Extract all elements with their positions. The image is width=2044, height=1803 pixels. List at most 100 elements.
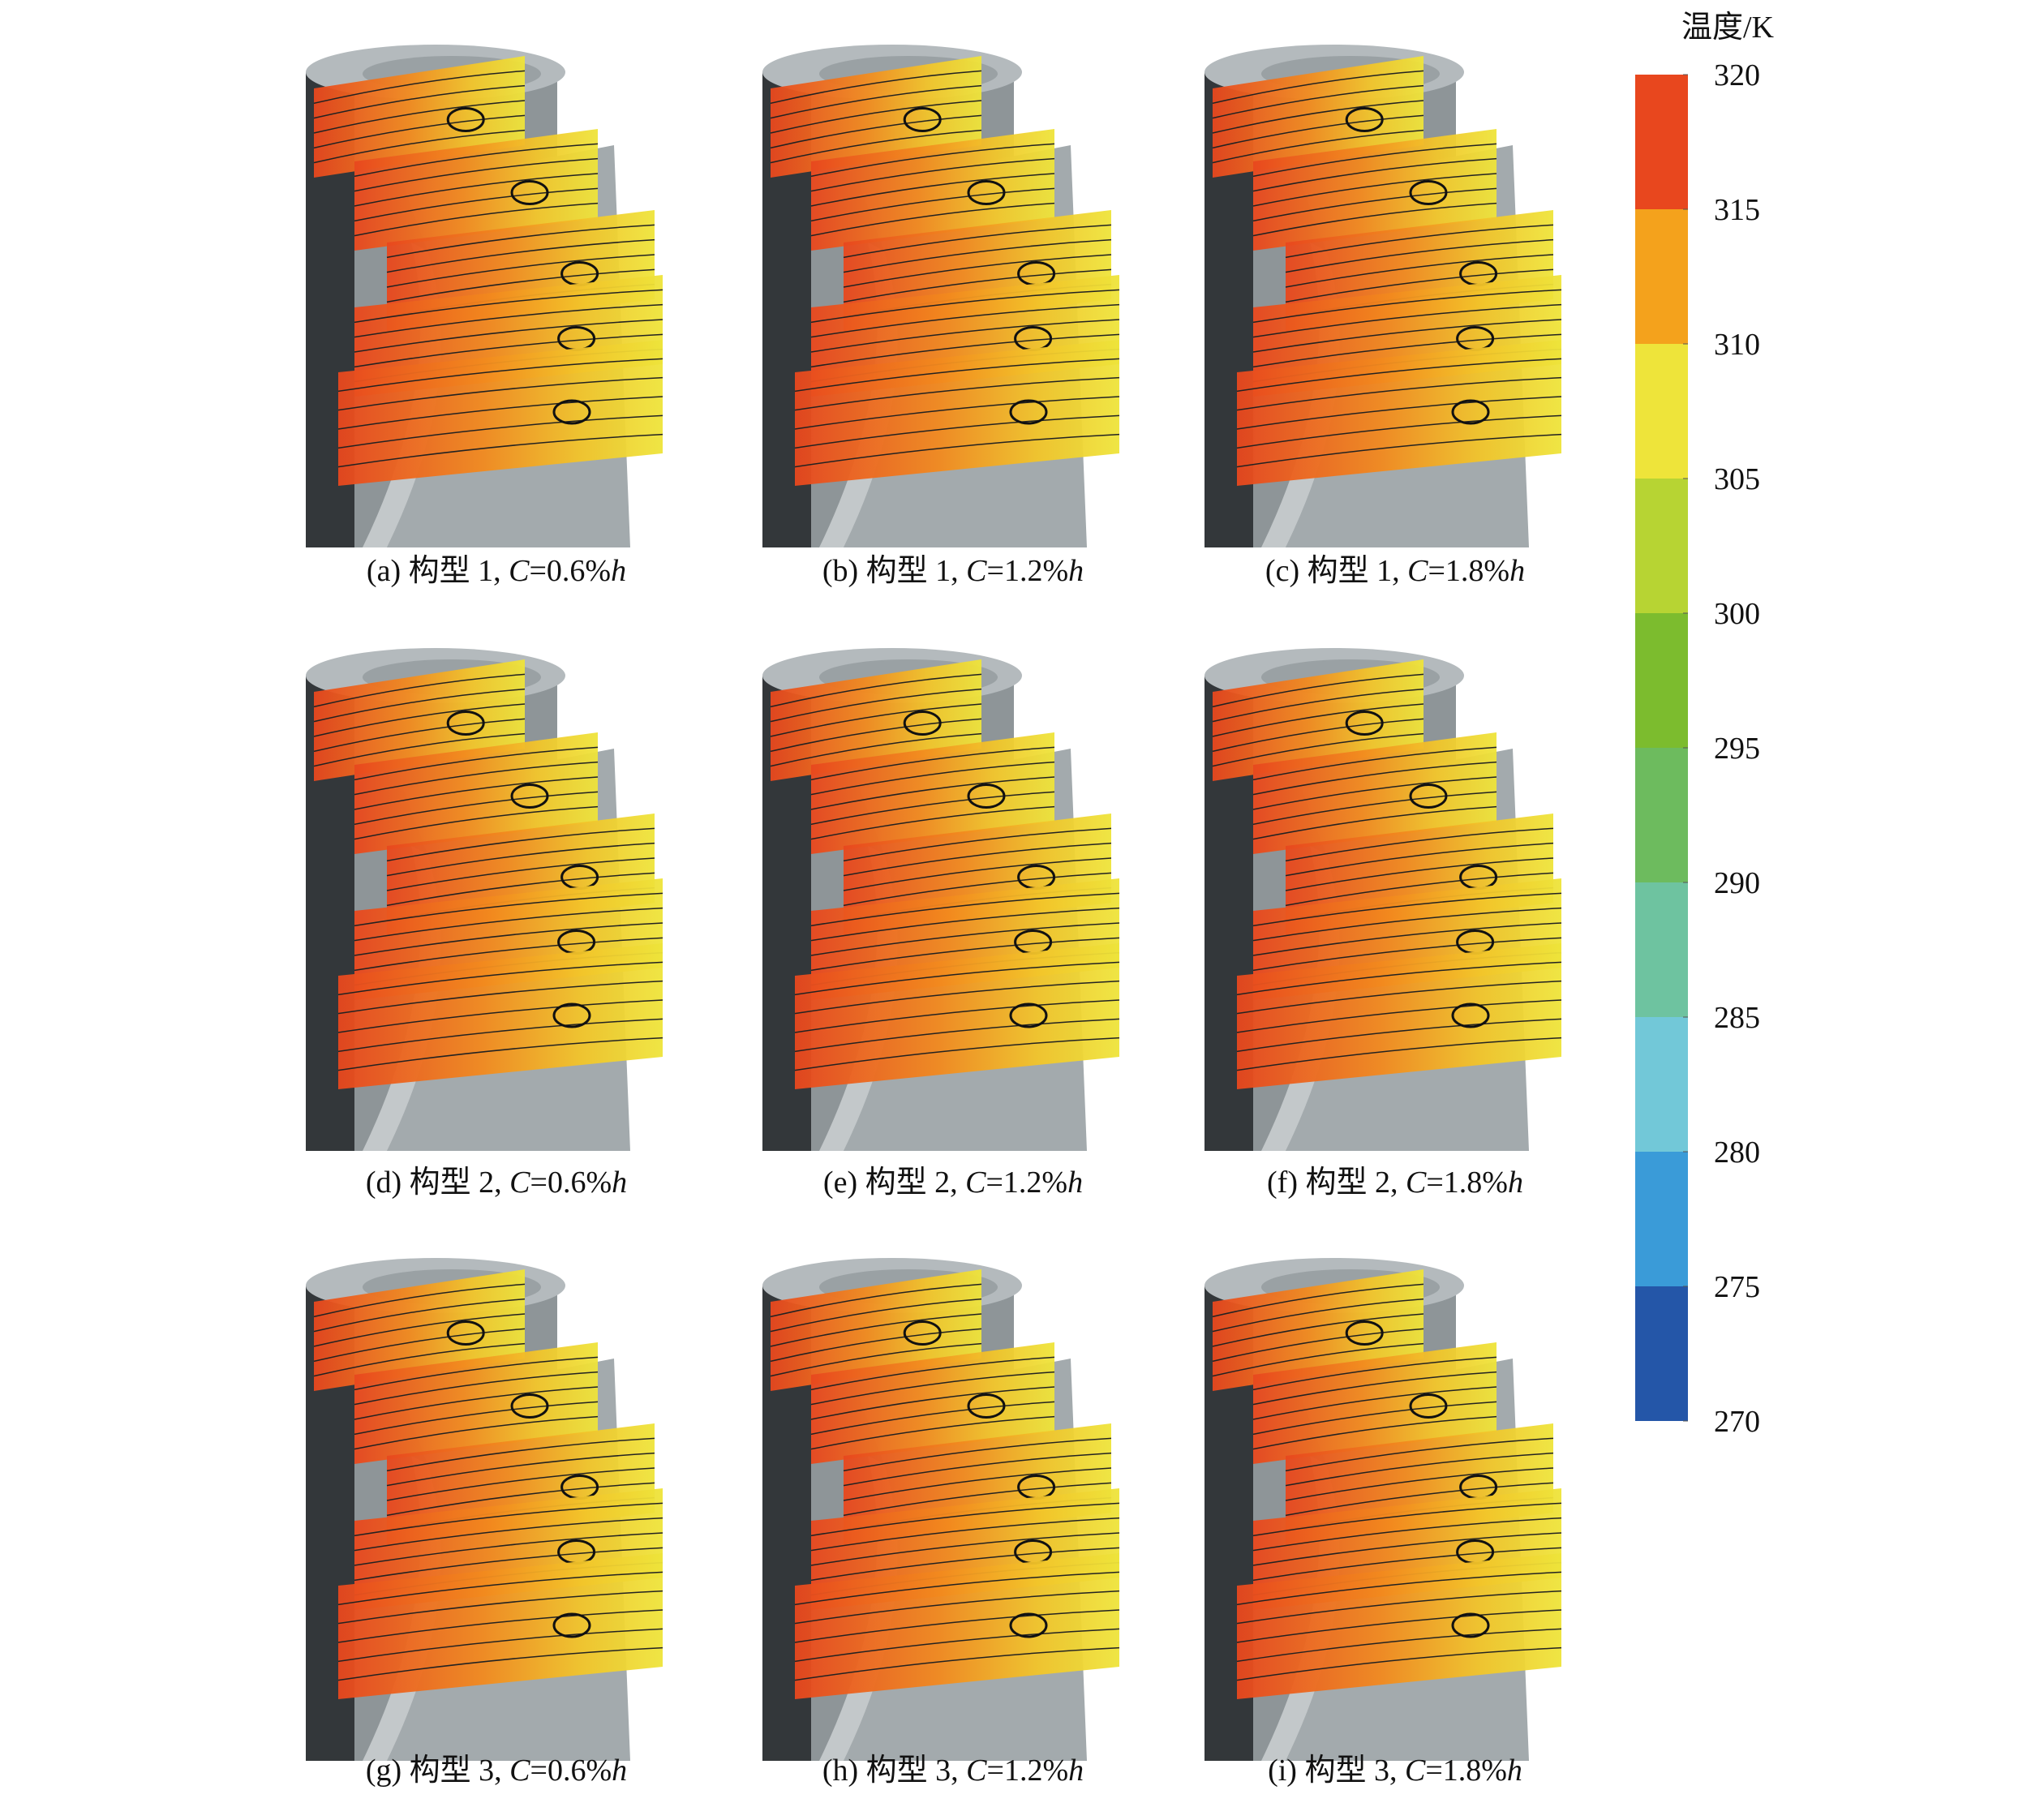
vortex: [903, 107, 942, 132]
colorbar-tick-label: 320: [1714, 58, 1760, 92]
streamline: [337, 376, 663, 411]
streamline: [794, 1590, 1120, 1625]
streamline: [354, 157, 599, 192]
streamline: [313, 732, 526, 767]
streamline: [1236, 1609, 1562, 1643]
streamline: [313, 718, 526, 753]
streamline: [1212, 718, 1424, 753]
streamline: [1252, 1386, 1497, 1420]
vortex: [552, 1002, 591, 1028]
streamline: [1236, 358, 1562, 393]
streamline: [337, 999, 663, 1033]
streamline: [1252, 143, 1497, 178]
streamline: [337, 396, 663, 430]
streamline: [1236, 1037, 1562, 1071]
streamline: [386, 827, 655, 862]
streamline: [354, 1386, 599, 1420]
streamline: [770, 1313, 982, 1347]
streamline: [354, 333, 663, 368]
streamline: [354, 1547, 663, 1582]
streamline: [313, 1328, 526, 1363]
streamline: [337, 1571, 663, 1606]
colorbar-band: [1635, 748, 1688, 882]
streamline: [1252, 805, 1497, 840]
streamline: [1252, 761, 1497, 796]
streamline: [337, 358, 663, 393]
panel-caption: (h) 构型 3, C=1.2%h: [822, 1754, 1084, 1788]
colorbar-tick-label: 310: [1714, 328, 1760, 362]
streamline: [794, 376, 1120, 411]
streamline: [770, 84, 982, 119]
streamline: [313, 84, 526, 119]
streamline: [810, 333, 1120, 368]
streamline: [354, 319, 663, 353]
vortex: [446, 1320, 485, 1346]
streamline: [1252, 319, 1562, 353]
streamline: [1212, 84, 1424, 119]
streamline: [354, 746, 599, 781]
streamline: [354, 892, 663, 927]
streamline-sheet: [811, 1342, 1054, 1464]
streamline: [386, 224, 655, 259]
panel-image: [1204, 45, 1562, 547]
streamline: [770, 100, 982, 134]
caption-part: (g) 构型 3,: [366, 1754, 509, 1788]
streamline: [1252, 187, 1497, 222]
streamline: [386, 1482, 655, 1517]
streamline: [354, 187, 599, 222]
streamline: [1285, 238, 1554, 273]
streamline: [337, 1018, 663, 1053]
streamline-sheet: [338, 1553, 663, 1699]
streamline: [810, 805, 1055, 840]
streamline: [794, 1628, 1120, 1663]
colorbar-band: [1635, 344, 1688, 479]
colorbar-tick-label: 280: [1714, 1135, 1760, 1170]
streamline: [770, 114, 982, 149]
caption-part: h: [1067, 1166, 1083, 1200]
streamline: [770, 1298, 982, 1333]
caption-part: =1.2%: [987, 1754, 1069, 1788]
streamline: [810, 1371, 1055, 1406]
streamline: [313, 114, 526, 149]
panel-caption: (b) 构型 1, C=1.2%h: [822, 554, 1084, 588]
caption-part: (i) 构型 3,: [1268, 1754, 1405, 1788]
streamline-sheet: [1253, 1342, 1496, 1464]
streamline: [794, 1571, 1120, 1606]
streamline: [770, 718, 982, 753]
streamline: [843, 827, 1112, 862]
streamline: [1252, 791, 1497, 826]
panel-image: [1204, 648, 1562, 1151]
streamline: [843, 268, 1112, 303]
streamline: [1212, 688, 1424, 723]
streamline: [354, 922, 663, 956]
vortex: [552, 1612, 591, 1638]
colorbar-tick-label: 285: [1714, 1001, 1760, 1035]
streamline: [770, 1342, 982, 1377]
streamline: [794, 1646, 1120, 1681]
streamline: [810, 1401, 1055, 1436]
streamline: [337, 1590, 663, 1625]
vortex: [446, 710, 485, 736]
vortex: [903, 1320, 942, 1346]
caption-part: =1.2%: [986, 1166, 1067, 1200]
caption-part: (h) 构型 3,: [822, 1754, 966, 1788]
streamline: [337, 433, 663, 468]
vortex: [1009, 399, 1048, 425]
colorbar-tick-label: 290: [1714, 866, 1760, 900]
streamline: [1252, 303, 1562, 338]
streamline: [354, 1415, 599, 1450]
streamline: [1236, 433, 1562, 468]
colorbar-tick-label: 270: [1714, 1405, 1760, 1439]
streamline: [794, 1018, 1120, 1053]
vortex: [446, 107, 485, 132]
caption-part: C: [509, 1166, 530, 1200]
streamline: [1236, 980, 1562, 1015]
vortex: [967, 180, 1006, 205]
streamline: [843, 224, 1112, 259]
panel-image: [762, 45, 1120, 547]
streamline: [810, 1415, 1055, 1450]
caption-part: C: [1406, 1166, 1427, 1200]
caption-part: h: [612, 1166, 627, 1200]
streamline: [810, 922, 1120, 956]
streamline: [386, 1452, 655, 1487]
